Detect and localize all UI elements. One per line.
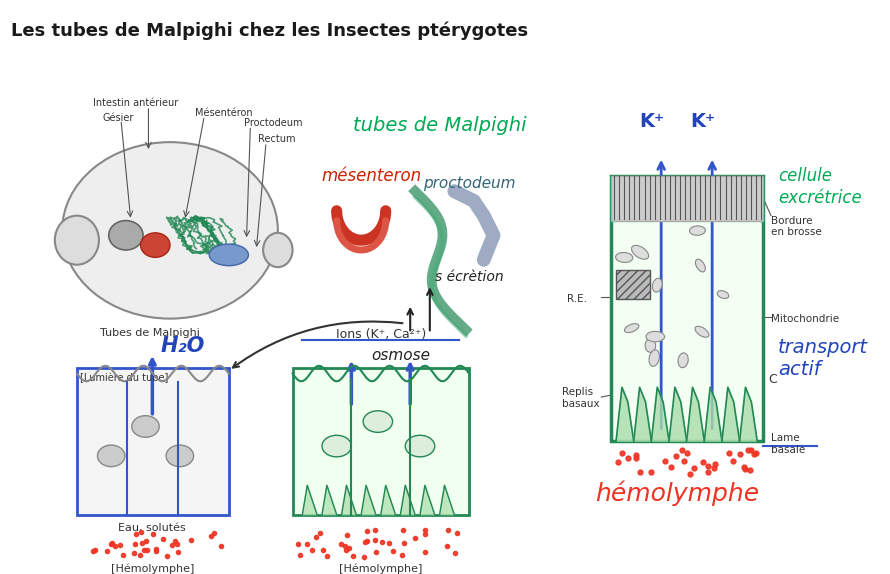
Ellipse shape [166,445,193,467]
Polygon shape [634,387,651,441]
Text: [Lumière du tube]: [Lumière du tube] [80,373,168,383]
Ellipse shape [616,253,633,262]
Text: Eau, solutés: Eau, solutés [118,522,186,533]
Polygon shape [651,387,669,441]
Ellipse shape [141,233,170,257]
Ellipse shape [405,435,434,457]
Text: hémolymphe: hémolymphe [595,480,759,506]
Polygon shape [322,485,336,515]
Text: K⁺: K⁺ [690,113,715,131]
Ellipse shape [690,226,706,235]
Ellipse shape [363,411,392,432]
Text: mésenteron: mésenteron [321,166,421,185]
Text: Lame
basale: Lame basale [771,433,805,455]
Text: Intestin antérieur: Intestin antérieur [93,98,178,108]
Text: [Hémolymphe]: [Hémolymphe] [110,564,194,574]
Ellipse shape [263,233,293,267]
Ellipse shape [717,290,729,298]
Ellipse shape [62,142,278,319]
Text: Proctodeum: Proctodeum [244,118,302,127]
Ellipse shape [678,353,688,368]
Text: H₂O: H₂O [160,336,205,356]
Ellipse shape [109,220,143,250]
Polygon shape [361,485,376,515]
Ellipse shape [649,350,659,366]
Ellipse shape [132,416,159,437]
Bar [611,176,763,441]
Polygon shape [420,485,434,515]
Polygon shape [740,387,757,441]
Text: K⁺: K⁺ [639,113,664,131]
Text: Les tubes de Malpighi chez les Insectes ptérygotes: Les tubes de Malpighi chez les Insectes … [12,22,529,40]
Polygon shape [342,485,356,515]
Ellipse shape [695,326,709,338]
Text: cellule
excrétrice: cellule excrétrice [778,166,862,207]
Polygon shape [687,387,704,441]
Bar [611,176,763,220]
Polygon shape [381,485,395,515]
Text: Ions (K⁺, Ca²⁺): Ions (K⁺, Ca²⁺) [336,328,426,342]
Text: Mitochondrie: Mitochondrie [771,314,839,324]
Ellipse shape [322,435,352,457]
Text: tubes de Malpighi: tubes de Malpighi [352,116,526,135]
Polygon shape [440,485,454,515]
Text: proctodeum: proctodeum [423,176,515,192]
Ellipse shape [652,278,662,292]
Text: Replis
basaux: Replis basaux [562,387,600,409]
Text: R.E.: R.E. [567,294,587,304]
Polygon shape [704,387,722,441]
Ellipse shape [55,216,99,265]
Text: transport
actif: transport actif [778,338,868,379]
Text: C: C [768,373,777,386]
Ellipse shape [625,324,639,332]
Text: Bordure
en brosse: Bordure en brosse [771,216,821,237]
Ellipse shape [645,339,656,352]
Bar [77,367,229,515]
Text: Rectum: Rectum [258,134,295,144]
Polygon shape [669,387,687,441]
Polygon shape [616,387,634,441]
Ellipse shape [695,259,705,272]
Text: osmose: osmose [371,348,430,363]
Text: s écrètion: s écrètion [434,270,504,284]
Text: Tubes de Malpighi: Tubes de Malpighi [101,328,200,339]
Bar [293,367,469,515]
Polygon shape [303,485,317,515]
Ellipse shape [632,245,649,259]
Bar [616,270,651,299]
Text: Gésier: Gésier [102,113,134,123]
Polygon shape [722,387,740,441]
Ellipse shape [646,331,665,342]
Text: Mésentéron: Mésentéron [195,108,252,118]
Ellipse shape [209,244,248,266]
Polygon shape [400,485,415,515]
Ellipse shape [98,445,125,467]
Text: [Hémolymphe]: [Hémolymphe] [339,564,423,574]
